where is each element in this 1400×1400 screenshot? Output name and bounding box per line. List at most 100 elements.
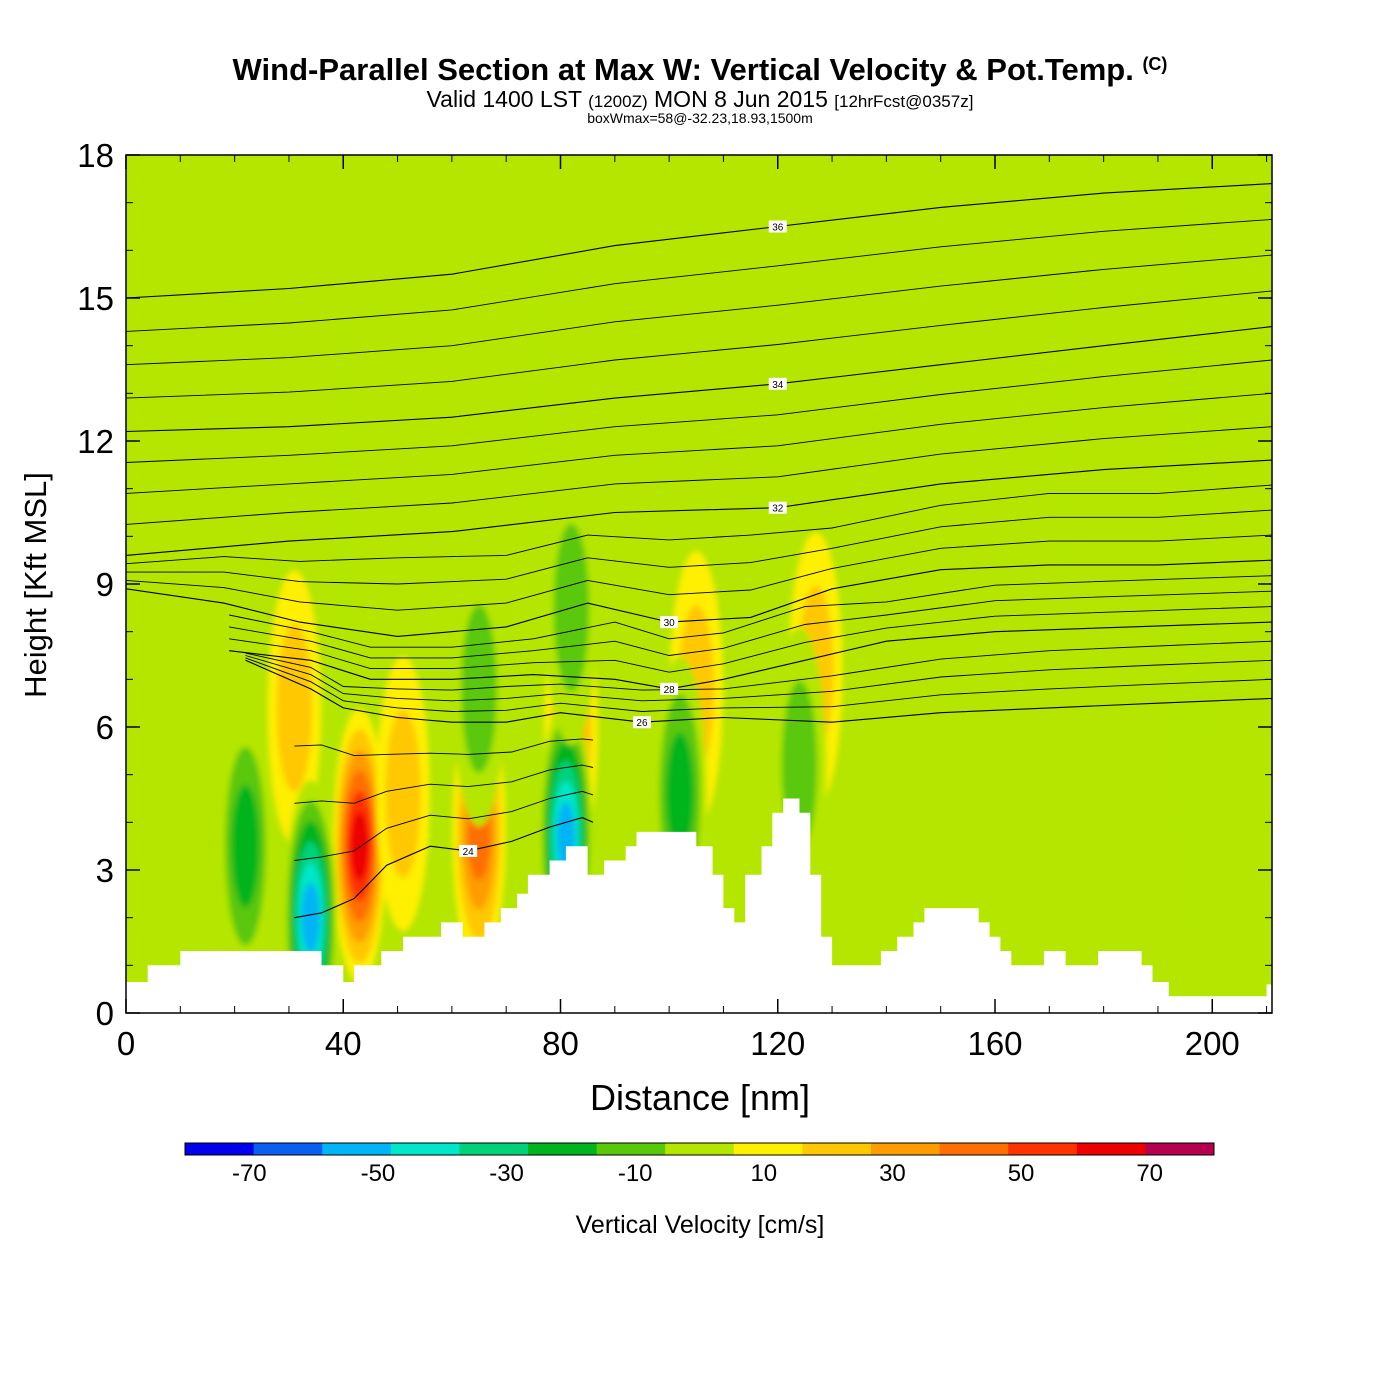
weak-downdraft-streak (1046, 155, 1074, 727)
y-tick-label: 6 (96, 709, 114, 746)
weak-downdraft-streak (1163, 155, 1218, 966)
colorbar-frame (184, 1142, 1215, 1156)
colorbar-swatch (253, 1143, 323, 1155)
colorbar-tick-label: 10 (750, 1160, 777, 1187)
isentrope-minor (126, 359, 1272, 463)
axes: 0 40 80 120 160 200 0 36 9 12 15 18 (77, 137, 1272, 1062)
colorbar-swatch (1076, 1143, 1146, 1155)
x-tick-label: 200 (1185, 1025, 1240, 1062)
isentrope-label-bg (768, 220, 787, 233)
isentrope-minor (229, 575, 1272, 648)
isentrope-label-34: 34 (768, 377, 787, 391)
colorbar-tick-label: -70 (232, 1160, 267, 1187)
colorbar-swatch (185, 1143, 255, 1155)
isentrope-minor (126, 534, 1272, 611)
colorbar-swatch (939, 1143, 1009, 1155)
box-wmax-subtitle: boxWmax=58@-32.23,18.93,1500m (587, 110, 813, 126)
isentrope-minor (126, 484, 1272, 565)
isentrope-label-bg (660, 616, 679, 629)
isentrope-minor (245, 655, 1272, 702)
x-tick-label: 120 (750, 1025, 805, 1062)
isentrope-label-bg (768, 501, 787, 514)
isentrope-label-24: 24 (459, 844, 478, 858)
chart-title: Wind-Parallel Section at Max W: Vertical… (0, 52, 1400, 88)
y-tick-label: 12 (77, 423, 114, 460)
isentrope-minor (126, 290, 1272, 399)
updraft-core-band (385, 709, 421, 878)
isentrope-minor (245, 657, 1272, 712)
y-tick-label: 0 (96, 995, 114, 1032)
valid-utc: (1200Z) (588, 92, 648, 111)
isentrope-label-text: 26 (636, 718, 648, 729)
y-tick-label: 15 (77, 280, 114, 317)
terrain-mask (126, 798, 1272, 1013)
colorbar-tick-label: -10 (618, 1160, 653, 1187)
colorbar-swatch (390, 1143, 460, 1155)
y-tick-label: 18 (77, 137, 114, 174)
isentrope-label-30: 30 (660, 616, 679, 629)
isentrope-label-text: 24 (463, 847, 475, 858)
y-axis-label: Height [Kft MSL] (18, 472, 53, 698)
colorbar-swatch (322, 1143, 392, 1155)
isentrope-minor (229, 606, 1272, 673)
colorbar-tick-label: 50 (1008, 1160, 1035, 1187)
downdraft-core-band (301, 882, 320, 953)
colorbar: -70 -50 -30 -10 10 30 50 70 (184, 1142, 1215, 1187)
isentrope-minor (126, 254, 1272, 366)
chart-title-text: Wind-Parallel Section at Max W: Vertical… (232, 52, 1134, 87)
colorbar-swatch (871, 1143, 941, 1155)
isentrope-24 (294, 817, 594, 919)
colorbar-swatch (459, 1143, 529, 1155)
isentrope-label-bg (459, 844, 478, 857)
weak-downdraft-streak (229, 155, 241, 537)
isentrope-label-text: 32 (772, 504, 784, 515)
isentrope-34 (126, 326, 1272, 433)
colorbar-tick-label: 30 (879, 1160, 906, 1187)
weak-downdraft-streak (962, 345, 974, 632)
colorbar-swatch (1145, 1143, 1215, 1155)
isentrope-label-text: 34 (772, 380, 784, 391)
colorbar-swatch (596, 1143, 666, 1155)
isentrope-minor (245, 640, 1272, 691)
isentrope-contours (126, 183, 1272, 919)
isentrope-label-text: 30 (664, 618, 676, 629)
updraft-core-band (276, 623, 313, 793)
weak-downdraft-streak (324, 250, 363, 823)
x-tick-label: 40 (325, 1025, 362, 1062)
weak-downdraft-streak (517, 155, 550, 870)
weak-downdraft-streak (889, 441, 906, 823)
colorbar-swatch (528, 1143, 598, 1155)
downdraft-core-band (666, 732, 694, 855)
x-tick-label: 0 (117, 1025, 135, 1062)
weak-downdraft-streak (617, 345, 634, 775)
isentrope-minor (294, 790, 594, 861)
x-tick-label: 80 (542, 1025, 579, 1062)
isentrope-label-bg (660, 682, 679, 695)
copyright-mark: (C) (1142, 54, 1168, 74)
isentrope-label-text: 36 (772, 223, 784, 234)
isentrope-36 (126, 183, 1272, 299)
downdraft-core-band (231, 784, 260, 908)
isentrope-minor (126, 509, 1272, 585)
isentrope-label-bg (632, 716, 651, 729)
x-tick-label: 160 (967, 1025, 1022, 1062)
isentrope-labels: 24 26 28 30 32 34 36 (459, 220, 787, 858)
colorbar-tick-label: -50 (361, 1160, 396, 1187)
y-tick-label: 9 (96, 566, 114, 603)
downdraft-core-band (461, 604, 497, 773)
valid-time-line: Valid 1400 LST (1200Z) MON 8 Jun 2015 [1… (0, 86, 1400, 113)
colorbar-swatch (665, 1143, 735, 1155)
isentrope-minor (126, 392, 1272, 494)
isentrope-minor (126, 426, 1272, 525)
valid-date: MON 8 Jun 2015 (654, 86, 828, 112)
colorbar-swatch (733, 1143, 803, 1155)
terrain-profile (126, 798, 1272, 1013)
colorbar-tick-label: 70 (1136, 1160, 1163, 1187)
isentrope-32 (126, 459, 1272, 556)
isentrope-minor (126, 218, 1272, 332)
isentrope-label-26: 26 (632, 716, 651, 729)
x-axis-label: Distance [nm] (590, 1077, 810, 1118)
colorbar-swatch (802, 1143, 872, 1155)
isentrope-minor (294, 764, 594, 804)
